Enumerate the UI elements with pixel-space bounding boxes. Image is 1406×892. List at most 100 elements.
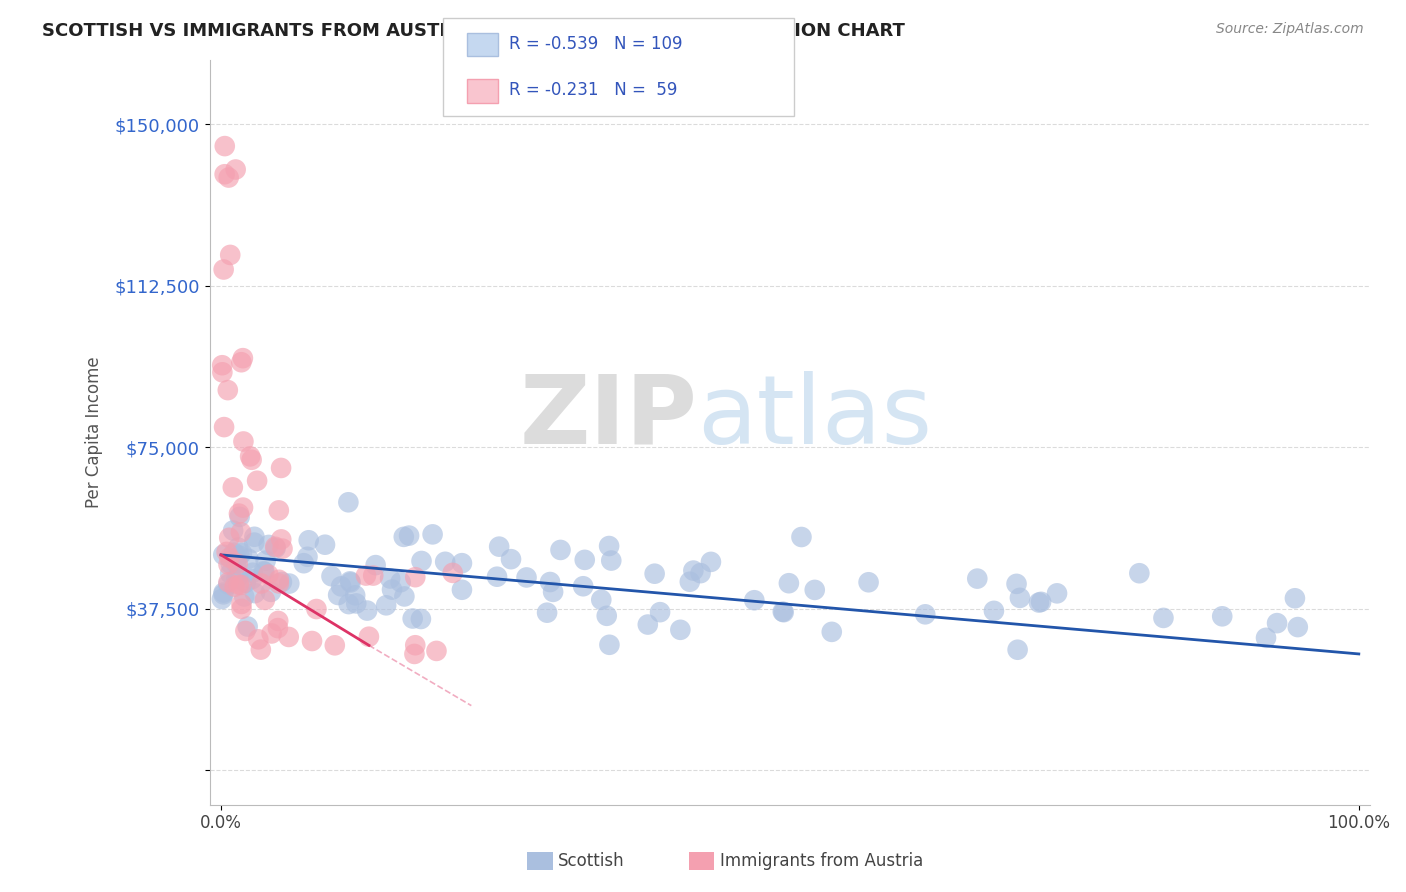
Point [267,621,290,635]
Point [772,605,794,619]
Point [354,568,377,582]
Point [226,541,249,555]
Y-axis label: Per Capita Income: Per Capita Income [86,356,103,508]
Point [600,553,623,567]
Point [236,619,259,633]
Point [550,543,572,558]
Point [271,574,294,589]
Point [267,576,290,591]
Point [267,573,290,587]
Point [361,568,384,582]
Point [744,593,766,607]
Point [1265,616,1288,631]
Point [271,541,294,556]
Point [1211,609,1233,624]
Point [339,574,361,589]
Point [257,567,280,582]
Point [669,623,692,637]
Point [486,570,509,584]
Point [538,574,561,589]
Point [772,605,794,619]
Point [394,590,416,604]
Text: Scottish: Scottish [558,852,624,870]
Point [253,565,276,579]
Point [260,626,283,640]
Point [596,608,619,623]
Point [211,358,233,372]
Point [231,602,253,616]
Point [392,530,415,544]
Point [222,480,245,494]
Point [246,474,269,488]
Point [292,556,315,570]
Point [243,586,266,600]
Point [225,572,247,586]
Point [402,611,425,625]
Point [264,541,287,555]
Point [212,587,235,601]
Point [254,554,277,568]
Point [225,162,247,177]
Point [250,642,273,657]
Point [267,503,290,517]
Point [252,564,274,578]
Point [212,262,235,277]
Point [1128,566,1150,581]
Point [803,582,825,597]
Point [231,546,253,560]
Point [1254,631,1277,645]
Point [914,607,936,622]
Point [644,566,666,581]
Point [278,576,301,591]
Point [232,434,254,449]
Point [1005,577,1028,591]
Point [700,555,723,569]
Point [404,638,426,652]
Point [488,540,510,554]
Point [239,450,262,464]
Point [212,548,235,562]
Point [235,575,257,590]
Point [217,383,239,397]
Point [270,533,292,547]
Point [247,632,270,647]
Point [637,617,659,632]
Point [375,599,398,613]
Point [218,531,240,545]
Point [233,590,256,604]
Text: SCOTTISH VS IMMIGRANTS FROM AUSTRIA PER CAPITA INCOME CORRELATION CHART: SCOTTISH VS IMMIGRANTS FROM AUSTRIA PER … [42,22,905,40]
Point [1008,591,1031,605]
Point [277,630,299,644]
Point [499,552,522,566]
Point [1152,611,1174,625]
Point [441,566,464,580]
Text: Source: ZipAtlas.com: Source: ZipAtlas.com [1216,22,1364,37]
Point [253,593,276,607]
Point [1046,586,1069,600]
Text: Immigrants from Austria: Immigrants from Austria [720,852,924,870]
Point [232,500,254,515]
Point [1029,595,1052,609]
Point [228,577,250,591]
Point [238,551,260,566]
Point [229,525,252,540]
Point [1286,620,1309,634]
Point [409,612,432,626]
Text: R = -0.231   N =  59: R = -0.231 N = 59 [509,81,678,99]
Point [243,530,266,544]
Point [235,624,257,638]
Point [267,614,290,628]
Point [240,572,263,586]
Point [404,647,426,661]
Point [515,570,537,584]
Point [790,530,813,544]
Point [337,495,360,509]
Point [211,365,233,379]
Point [231,578,253,592]
Point [778,576,800,591]
Point [451,582,474,597]
Point [217,575,239,590]
Point [378,572,401,586]
Point [212,585,235,599]
Point [240,452,263,467]
